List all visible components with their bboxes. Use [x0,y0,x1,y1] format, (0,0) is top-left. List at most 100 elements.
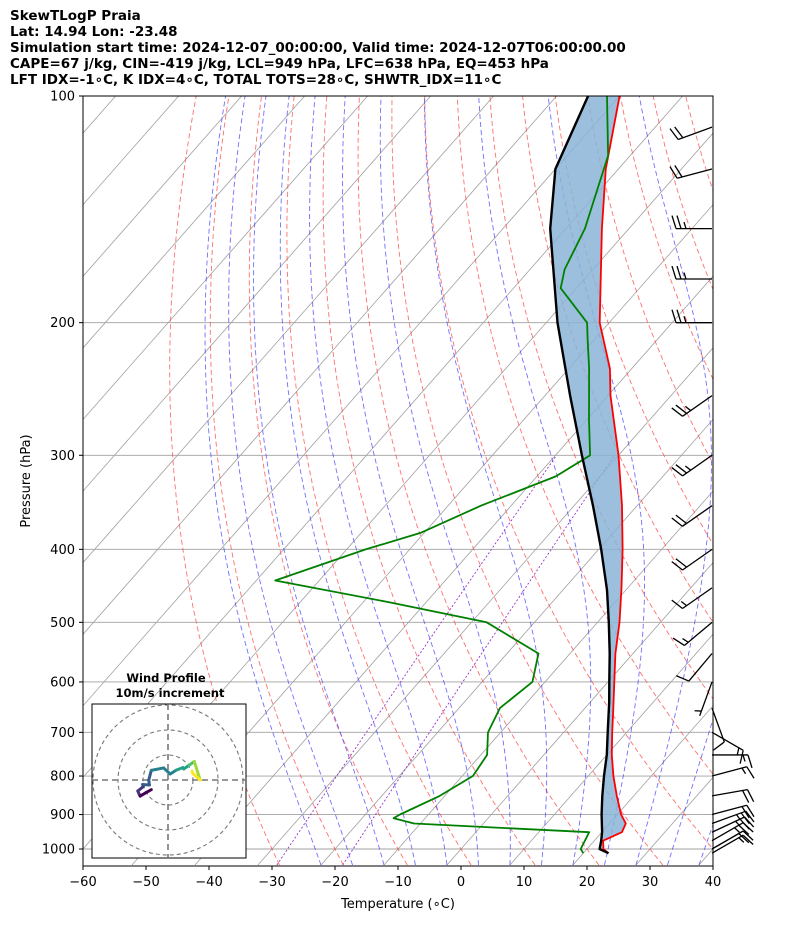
barb-shaft [677,168,713,179]
wind-barb [711,816,755,833]
barb-flag [738,824,750,835]
y-tick-label: 100 [50,90,75,105]
dry-adiabat-line [489,96,713,700]
moist-adiabat-line [204,96,322,866]
isotherm-line [509,633,713,866]
wind-barb [672,621,713,647]
barb-flag [676,675,690,682]
cape-cin-fills [550,96,626,854]
x-axis-label: Temperature (∘C) [340,897,455,912]
dry-adiabat-line [391,96,664,866]
hodograph-subtitle: 10m/s increment [116,686,225,700]
barb-flag [739,818,750,830]
hodograph-trace [147,768,153,782]
mixing-ratio-line [276,455,557,866]
barb-shaft [682,505,713,527]
dry-adiabat-line [209,96,344,866]
x-tick-label: −50 [132,875,159,890]
hodograph-panel: Wind Profile 10m/s increment [91,671,247,859]
hodograph-trace [190,769,195,775]
barb-flag [713,741,725,751]
barb-flag [746,804,755,818]
barb-half-flag [734,827,740,833]
x-tick-label: 40 [705,875,722,890]
y-tick-label: 800 [50,770,75,785]
dry-adiabat-line [248,96,408,866]
barb-shaft [711,810,747,825]
barb-flag [742,834,754,845]
barb-shaft [677,126,713,141]
barb-flag [671,265,677,280]
wind-barb [711,788,755,803]
y-tick-label: 300 [50,449,75,464]
wind-barb [711,830,754,850]
barb-half-flag [684,405,692,412]
dry-adiabat-line [652,96,713,291]
y-tick-label: 700 [50,726,75,741]
barb-flag [741,790,750,803]
hodograph-trace [192,760,202,782]
dry-adiabat-line [357,96,600,866]
isotherm-line [83,96,621,707]
barb-flag [676,309,682,323]
cin-area [550,96,626,853]
dry-adiabat-line [778,79,794,865]
x-tick-label: −40 [195,875,222,890]
wind-barb [669,126,713,141]
wind-barb [671,548,713,571]
barb-half-flag [683,315,687,323]
hodograph-trace [191,771,202,782]
barb-half-flag [683,221,687,229]
isotherm-line [83,96,306,349]
axes: −60 −50 −40 −30 −20 −10 0 10 20 30 40 100 200 300 400 5… [42,90,721,891]
y-tick-label: 400 [50,543,75,558]
barb-shaft [682,548,713,571]
wind-barb [711,766,755,779]
wind-barb [671,215,712,230]
isotherm-line [83,96,558,635]
wind-barb [669,165,713,179]
barb-half-flag [682,638,689,643]
wind-barb [671,395,713,417]
isotherm-line [446,562,713,866]
barb-flag [672,637,685,647]
isotherm-line [194,275,713,866]
dry-adiabat-line [714,79,794,865]
barb-flag [671,561,683,571]
barb-flag [671,599,683,610]
x-tick-label: 10 [516,875,533,890]
barb-flag [676,265,682,280]
hodograph-title: Wind Profile [126,671,206,685]
barb-half-flag [741,767,747,775]
barb-flag [669,128,679,140]
dry-adiabat-line [322,96,536,866]
barb-half-flag [684,465,692,471]
y-tick-label: 900 [50,808,75,823]
isotherm-line [83,96,432,492]
x-tick-label: 0 [457,875,465,890]
dry-adiabat-line [587,96,713,465]
barb-flag [671,407,683,417]
barb-shaft [711,830,744,850]
barb-flag [675,464,688,474]
barb-flag [671,517,683,527]
wind-barb [694,681,713,716]
isotherm-line [257,347,713,866]
isotherm-line [572,705,713,866]
barb-shaft [711,707,725,743]
index-line: LFT IDX=-1∘C, K IDX=4∘C, TOTAL TOTS=28∘C… [10,72,502,88]
stability-indices-line: CAPE=67 j/kg, CIN=-419 j/kg, LCL=949 hPa… [10,56,549,72]
wind-barb [712,754,753,769]
barb-flag [746,789,755,803]
y-axis-label: Pressure (hPa) [19,434,34,527]
barb-flag [675,558,688,568]
time-line: Simulation start time: 2024-12-07_00:00:… [10,40,626,56]
moist-adiabat-line [253,96,385,866]
barb-shaft [711,834,744,854]
barb-flag [747,754,753,769]
barb-flag [675,404,688,414]
isotherm-line [383,490,713,866]
moist-adiabat-line [667,717,713,866]
wind-barb [711,707,725,751]
barb-shaft [682,395,713,417]
